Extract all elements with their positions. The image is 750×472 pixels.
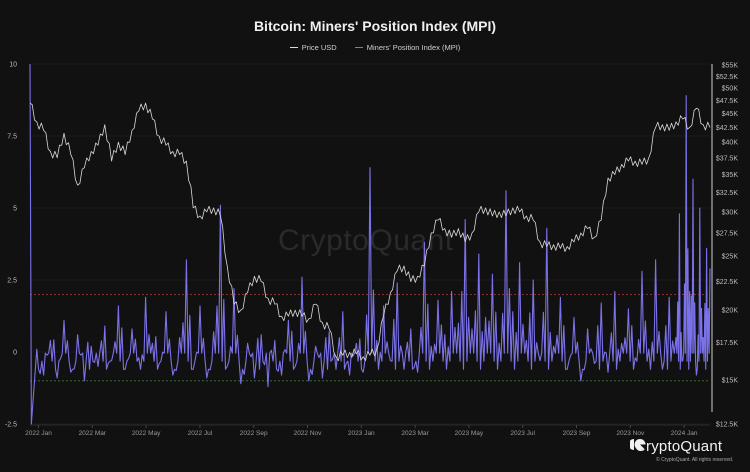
right-axis-tick: $20K bbox=[722, 308, 739, 315]
right-axis-tick: $42.5K bbox=[716, 125, 739, 132]
right-axis-tick: $55K bbox=[722, 63, 739, 70]
mpi-series-line bbox=[29, 63, 711, 425]
right-axis-tick: $32.5K bbox=[716, 190, 739, 197]
legend-label-price: Price USD bbox=[301, 43, 337, 52]
x-axis-tick-label: 2022 Jul bbox=[188, 430, 213, 437]
x-axis-tick-label: 2022 Nov bbox=[294, 430, 323, 437]
x-axis-tick-label: 2023 Sep bbox=[563, 430, 591, 437]
x-axis-tick-label: 2023 Jan bbox=[348, 430, 375, 437]
x-axis-tick-label: 2022 Jan bbox=[25, 430, 52, 437]
right-axis-tick: $50K bbox=[722, 86, 739, 93]
legend-swatch-mpi bbox=[354, 46, 363, 49]
left-axis-tick: 2.5 bbox=[7, 278, 17, 285]
right-axis-tick: $22.5K bbox=[716, 279, 739, 286]
x-axis-tick-label: 2022 Mar bbox=[79, 430, 107, 437]
left-axis-tick: 0 bbox=[13, 350, 17, 357]
legend-item-price[interactable]: Price USD bbox=[289, 43, 337, 52]
x-axis-tick-label: 2022 May bbox=[132, 430, 161, 437]
right-axis-tick: $15K bbox=[722, 377, 739, 384]
right-axis-tick: $37.5K bbox=[716, 155, 739, 162]
right-axis-tick: $30K bbox=[722, 209, 739, 216]
x-axis-tick-label: 2023 Jul bbox=[510, 430, 535, 437]
right-axis-tick: $17.5K bbox=[716, 340, 739, 347]
right-axis-tick: $12.5K bbox=[716, 422, 739, 429]
legend-swatch-price bbox=[289, 46, 298, 49]
left-axis-tick: 5 bbox=[13, 206, 17, 213]
brand-name: CryptoQuant bbox=[635, 438, 723, 455]
right-axis-tick: $25K bbox=[722, 254, 739, 261]
x-axis-tick-label: 2024 Jan bbox=[671, 430, 698, 437]
right-axis-tick: $52.5K bbox=[716, 74, 739, 81]
chart-legend: Price USD Miners' Position Index (MPI) bbox=[0, 43, 750, 52]
left-axis-tick: 7.5 bbox=[7, 134, 17, 141]
right-axis-tick: $47.5K bbox=[716, 98, 739, 105]
legend-item-mpi[interactable]: Miners' Position Index (MPI) bbox=[354, 43, 461, 52]
price-series-line bbox=[29, 102, 711, 362]
x-axis-tick-label: 2023 May bbox=[455, 430, 484, 437]
copyright-text: © CryptoQuant. All rights reserved. bbox=[656, 457, 734, 463]
legend-label-mpi: Miners' Position Index (MPI) bbox=[366, 43, 461, 52]
x-axis-tick-label: 2022 Sep bbox=[240, 430, 268, 437]
chart-title: Bitcoin: Miners' Position Index (MPI) bbox=[253, 18, 497, 34]
right-axis-tick: $45K bbox=[722, 111, 739, 118]
right-axis-tick: $35K bbox=[722, 172, 739, 179]
left-axis-tick: 10 bbox=[9, 62, 17, 69]
x-axis-tick-label: 2023 Mar bbox=[401, 430, 429, 437]
x-axis-tick-label: 2023 Nov bbox=[616, 430, 645, 437]
left-axis-tick: -2.5 bbox=[5, 422, 17, 429]
right-axis-tick: $40K bbox=[722, 140, 739, 147]
right-axis-tick: $27.5K bbox=[716, 230, 739, 237]
brand-logo: CryptoQuant bbox=[630, 438, 722, 455]
